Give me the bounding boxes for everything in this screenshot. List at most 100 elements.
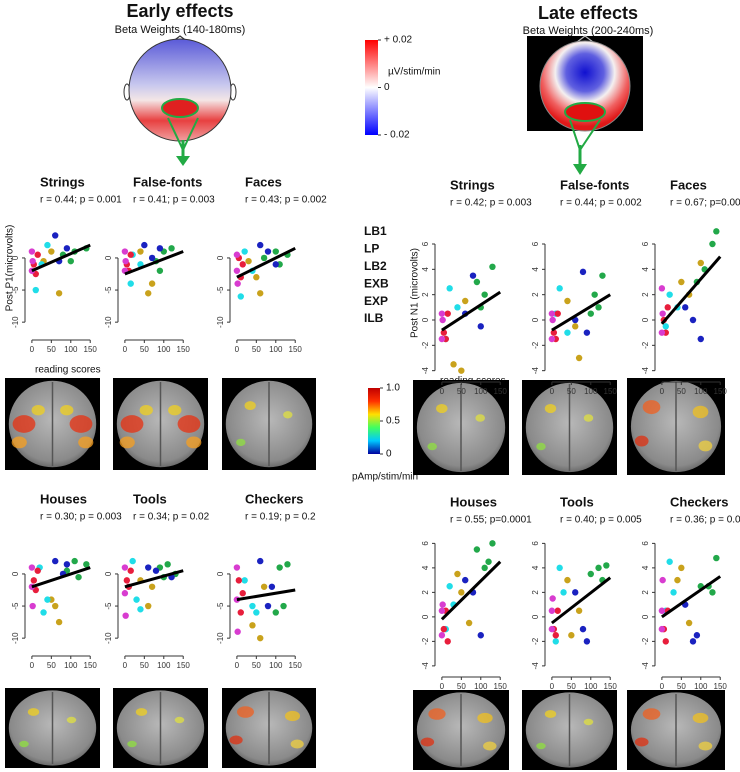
point: [63, 245, 71, 252]
x-tick-label: 150: [714, 682, 728, 691]
point: [548, 335, 556, 343]
y-tick-label: -4: [531, 367, 540, 375]
point: [241, 577, 248, 584]
y-tick-label: 2: [531, 292, 540, 297]
x-tick-label: 100: [584, 387, 598, 396]
activation: [283, 411, 293, 419]
regression-line: [660, 255, 722, 325]
point: [156, 267, 164, 274]
point: [137, 606, 144, 613]
y-tick-label: -10: [11, 632, 20, 644]
y-tick-label: -10: [216, 316, 225, 328]
y-tick-label: 2: [641, 292, 650, 297]
regression-line: [440, 560, 502, 621]
point: [572, 323, 579, 330]
point: [52, 557, 59, 565]
brain-image: [522, 690, 617, 770]
y-tick-label: 6: [531, 241, 540, 246]
point: [575, 607, 583, 614]
point: [583, 638, 591, 645]
x-tick-label: 100: [157, 661, 171, 670]
point: [439, 316, 446, 324]
y-tick-label: -4: [421, 662, 430, 670]
x-tick-label: 0: [440, 387, 445, 396]
y-tick-label: 6: [421, 541, 430, 546]
y-tick-label: 0: [641, 614, 650, 619]
point: [556, 285, 563, 292]
point: [554, 310, 561, 317]
x-tick-label: 50: [677, 682, 686, 691]
point: [564, 576, 571, 584]
point: [599, 272, 606, 279]
point: [709, 589, 716, 596]
brain-image: [113, 688, 208, 768]
point: [148, 280, 156, 287]
activation: [174, 716, 185, 724]
x-tick-label: 100: [474, 387, 488, 396]
activation: [11, 436, 27, 449]
point: [71, 557, 78, 565]
point: [137, 248, 144, 255]
activation: [244, 401, 256, 411]
point: [548, 310, 556, 317]
activation: [78, 436, 94, 449]
point: [233, 251, 241, 258]
point: [552, 632, 559, 639]
scatter-panel: Tools r = 0.40; p = 0.005 -4 -2 0 2 4 6 0 50 100 15…: [531, 494, 642, 691]
point: [579, 625, 587, 633]
point: [83, 561, 90, 568]
point: [462, 576, 469, 584]
topomap: [123, 35, 237, 166]
point: [549, 316, 556, 324]
regression-line: [124, 250, 184, 276]
point: [29, 602, 36, 610]
point: [28, 248, 36, 255]
point: [458, 367, 465, 374]
point: [689, 638, 697, 645]
point: [233, 564, 241, 571]
activation: [237, 706, 254, 718]
panel-title: Faces: [670, 177, 707, 192]
activation: [544, 403, 557, 414]
activation: [583, 414, 594, 422]
y-tick-label: -2: [531, 637, 540, 645]
scatter-panel: Faces r = 0.43; p = 0.002 -10 -5 0 0 50 100 150: [216, 174, 327, 354]
point: [234, 280, 241, 287]
activation: [477, 712, 493, 724]
x-tick-label: 150: [177, 345, 191, 354]
brain-image: [413, 380, 509, 475]
x-tick-label: 50: [140, 661, 149, 670]
panel-subtitle: r = 0.44; p = 0.002: [560, 198, 642, 209]
y-tick-label: -5: [216, 286, 225, 294]
point: [280, 602, 287, 610]
y-tick-label: 4: [421, 267, 430, 272]
x-tick-label: 50: [252, 661, 261, 670]
section-subtitle: Beta Weights (140-180ms): [115, 24, 246, 36]
point: [438, 335, 446, 343]
panel-subtitle: r = 0.55; p=0.0001: [450, 515, 532, 526]
point: [454, 304, 461, 311]
panel-subtitle: r = 0.30; p = 0.003: [40, 512, 122, 523]
point: [264, 602, 272, 610]
activation: [427, 442, 438, 451]
point: [121, 590, 129, 597]
point: [658, 329, 666, 336]
point: [658, 625, 666, 633]
regression-line: [550, 576, 612, 625]
point: [52, 602, 59, 610]
point: [444, 638, 451, 645]
point: [237, 293, 244, 300]
arrow-head: [573, 164, 587, 175]
regression-line: [551, 293, 612, 332]
y-tick-label: 6: [531, 541, 540, 546]
regression-line: [661, 575, 722, 619]
x-tick-label: 0: [30, 345, 35, 354]
x-tick-label: 100: [64, 345, 78, 354]
point: [52, 232, 59, 239]
panel-title: Checkers: [245, 491, 304, 506]
point: [40, 609, 47, 616]
x-tick-label: 150: [84, 661, 98, 670]
point: [548, 607, 556, 614]
y-tick-label: -10: [216, 632, 225, 644]
point: [659, 576, 666, 584]
